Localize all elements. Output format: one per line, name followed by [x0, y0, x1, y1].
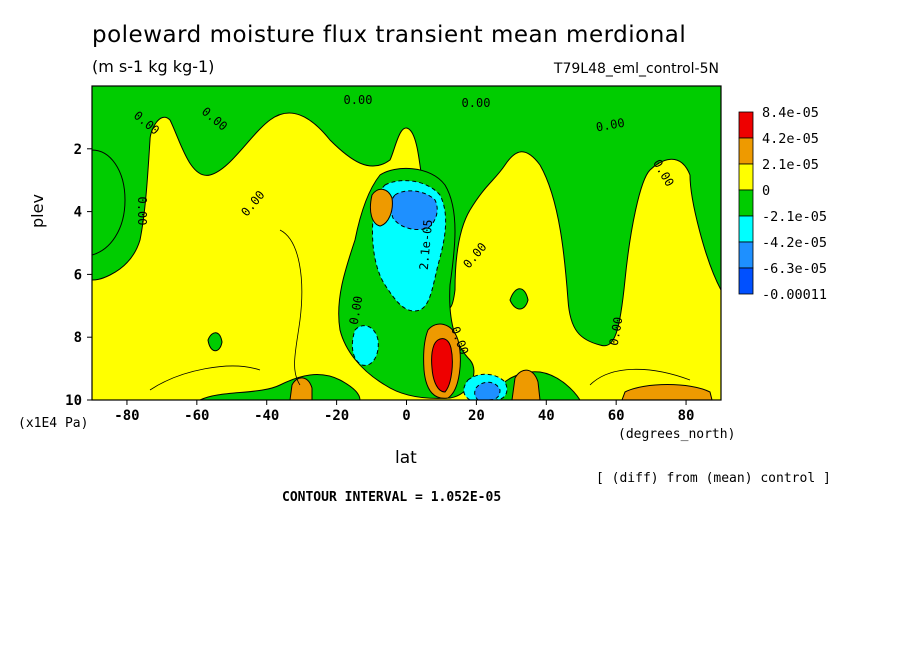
colorbar-swatch	[738, 189, 754, 217]
colorbar-label: 4.2e-05	[762, 131, 819, 147]
x-tick-label: 0	[402, 408, 410, 424]
x-axis-units: (degrees_north)	[618, 427, 736, 442]
contour-label: 0.00	[344, 93, 373, 107]
colorbar-label: -6.3e-05	[762, 261, 827, 277]
field-green-lower-left	[199, 374, 361, 400]
contour-label: 0.00	[347, 295, 366, 326]
colorbar-swatch	[738, 215, 754, 243]
diff-note: [ (diff) from (mean) control ]	[596, 471, 831, 486]
y-tick-label: 6	[74, 267, 82, 283]
run-id: T79L48_eml_control-5N	[553, 61, 719, 77]
field-blue-bottom	[474, 381, 501, 400]
colorbar-label: -0.00011	[762, 287, 827, 303]
field-orange-south	[369, 188, 393, 227]
x-tick-label: 80	[678, 408, 695, 424]
colorbar: 8.4e-05 4.2e-05 2.1e-05 0 -2.1e-05 -4.2e-05 -6…	[738, 105, 827, 303]
y-tick-label: 8	[74, 330, 82, 346]
contour-label: 0.00	[607, 316, 626, 347]
colorbar-label: 0	[762, 183, 770, 199]
colorbar-label: 8.4e-05	[762, 105, 819, 121]
colorbar-label: 2.1e-05	[762, 157, 819, 173]
chart-units: (m s-1 kg kg-1)	[92, 57, 215, 76]
colorbar-swatch	[738, 137, 754, 165]
colorbar-swatch	[738, 241, 754, 269]
colorbar-label: -4.2e-05	[762, 235, 827, 251]
field-orange-2	[511, 369, 541, 400]
x-tick-label: -80	[114, 408, 139, 424]
y-axis-ticks: 2 4 6 8 10	[65, 142, 92, 409]
contour-label: 2.1e-05	[417, 219, 435, 271]
x-axis-label: lat	[395, 448, 417, 468]
colorbar-label: -2.1e-05	[762, 209, 827, 225]
contour-interval: CONTOUR INTERVAL = 1.052E-05	[282, 490, 502, 505]
contour-label: 0.00	[595, 116, 626, 135]
field-green-left-lobe	[92, 149, 126, 256]
contour-field	[92, 86, 721, 400]
x-tick-label: 40	[538, 408, 555, 424]
colorbar-swatch	[738, 267, 754, 295]
x-tick-label: 20	[468, 408, 485, 424]
field-green-small-2	[207, 332, 223, 352]
chart-title: poleward moisture flux transient mean me…	[92, 22, 687, 48]
contour-line-3	[589, 368, 691, 386]
y-tick-label: 2	[74, 142, 82, 158]
field-orange-3	[621, 384, 713, 400]
field-orange-1	[289, 377, 313, 400]
y-axis-units: (x1E4 Pa)	[18, 416, 89, 431]
field-green-small	[509, 288, 529, 310]
contour-line-2	[149, 365, 261, 391]
colorbar-swatch	[738, 111, 754, 139]
x-tick-label: -40	[254, 408, 279, 424]
y-tick-label: 10	[65, 393, 82, 409]
x-tick-label: -20	[324, 408, 349, 424]
x-tick-label: 60	[608, 408, 625, 424]
contour-line-1	[279, 229, 303, 386]
x-axis-ticks: -80 -60 -40 -20 0 20 40 60 80	[114, 400, 694, 424]
field-cyan-lower	[351, 325, 379, 366]
contour-label: 0.00	[462, 96, 491, 110]
contour-label: 0.00	[135, 197, 149, 226]
colorbar-swatch	[738, 163, 754, 191]
x-tick-label: -60	[184, 408, 209, 424]
field-red-core	[431, 338, 453, 393]
y-tick-label: 4	[74, 205, 82, 221]
